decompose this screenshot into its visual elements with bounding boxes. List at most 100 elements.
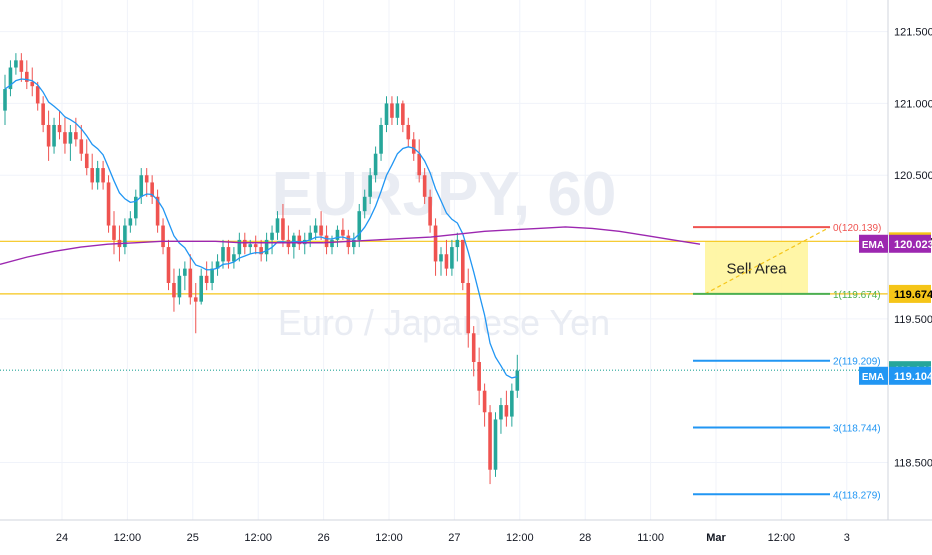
candle-body (243, 239, 247, 248)
candle-body (384, 103, 389, 125)
candle-body (79, 139, 84, 154)
candle-body (477, 361, 481, 391)
candle-body (46, 124, 51, 147)
candle-body (471, 333, 476, 362)
candle-body (248, 244, 253, 248)
fib-level-label: 3(118.744) (833, 423, 881, 434)
ema-value-bg (889, 366, 931, 385)
candle-body (172, 282, 176, 298)
candle-body (74, 132, 78, 140)
candle-body (493, 419, 498, 470)
fib-level-label: 0(120.139) (833, 223, 881, 234)
candle-body (25, 71, 29, 82)
candle-body (68, 132, 73, 144)
price-label-bg (889, 284, 931, 303)
sell-area-label: Sell Area (726, 261, 787, 278)
candle-body (461, 239, 465, 283)
candle-body (221, 247, 225, 262)
candle-body (504, 405, 509, 417)
candle-body (411, 139, 416, 154)
candle-body (373, 153, 378, 176)
candle-body (155, 196, 160, 226)
candle-body (177, 275, 182, 298)
price-label: 119.674 (894, 289, 932, 301)
candle-body (379, 124, 383, 154)
candle-body (134, 196, 138, 219)
candle-body (35, 86, 40, 104)
candle-body (90, 168, 94, 183)
candle-body (324, 235, 329, 248)
candle-body (204, 275, 209, 283)
candle-body (313, 225, 318, 233)
candle-body (515, 370, 520, 391)
x-tick-label: 12:00 (768, 532, 796, 544)
candle-body (433, 225, 438, 262)
ema-value-label: 119.104 (894, 371, 932, 383)
x-tick-label: 3 (844, 532, 850, 544)
candle-body (232, 254, 236, 262)
x-tick-label: 27 (448, 532, 460, 544)
y-tick-label: 121.500 (894, 27, 932, 39)
candle-body (368, 175, 372, 197)
candle-body (95, 168, 100, 183)
candle-body (390, 103, 394, 118)
series-ema-slow (0, 226, 701, 265)
candle-body (101, 168, 105, 183)
candles (3, 53, 520, 485)
fib-level-label: 1(119.674) (833, 290, 881, 301)
ema-tag-bg (859, 366, 888, 385)
ema-value-bg (889, 234, 931, 253)
fib-level-label: 4(118.279) (833, 490, 881, 501)
candle-body (3, 89, 7, 111)
candle-body (401, 103, 405, 125)
x-tick-label: Mar (706, 532, 726, 544)
candle-body (510, 390, 514, 417)
candle-body (341, 229, 345, 236)
candle-body (106, 182, 111, 226)
candle-body (259, 247, 263, 255)
candle-body (335, 229, 340, 240)
candle-body (41, 103, 45, 125)
candle-body (488, 412, 492, 470)
candle-body (466, 282, 471, 334)
ema-value-label: 120.023 (894, 239, 932, 251)
candle-body (406, 124, 411, 140)
y-tick-label: 119.500 (894, 314, 932, 326)
grid (0, 0, 888, 520)
candle-body (319, 225, 323, 236)
candle-body (188, 268, 193, 298)
candle-body (144, 175, 149, 183)
candle-body (417, 153, 421, 176)
y-tick-label: 120.500 (894, 170, 932, 182)
candle-body (226, 247, 231, 262)
fib-trend-line (704, 226, 831, 295)
series-ema-fast (4, 78, 518, 379)
candle-body (428, 196, 432, 226)
watermark-description: Euro / Japanese Yen (278, 302, 610, 343)
candle-body (14, 60, 18, 68)
candle-body (499, 405, 503, 420)
candle-body (166, 247, 171, 283)
x-tick-label: 11:00 (637, 532, 664, 544)
candle-body (139, 175, 144, 197)
candle-body (253, 244, 258, 248)
candle-body (57, 124, 62, 133)
sell-area-box (705, 241, 808, 294)
ema-tag-name: EMA (862, 240, 884, 251)
candle-body (112, 225, 116, 240)
candle-body (444, 254, 449, 269)
candle-body (215, 261, 220, 269)
candle-body (286, 239, 291, 248)
candle-body (264, 239, 269, 255)
candle-body (84, 153, 89, 169)
candle-body (193, 297, 198, 302)
candle-body (439, 254, 443, 262)
candle-body (455, 239, 460, 248)
candle-body (150, 182, 154, 197)
candle-body (8, 67, 13, 90)
fib-level-label: 2(119.209) (833, 357, 881, 368)
x-tick-label: 12:00 (375, 532, 403, 544)
candle-body (482, 390, 487, 413)
